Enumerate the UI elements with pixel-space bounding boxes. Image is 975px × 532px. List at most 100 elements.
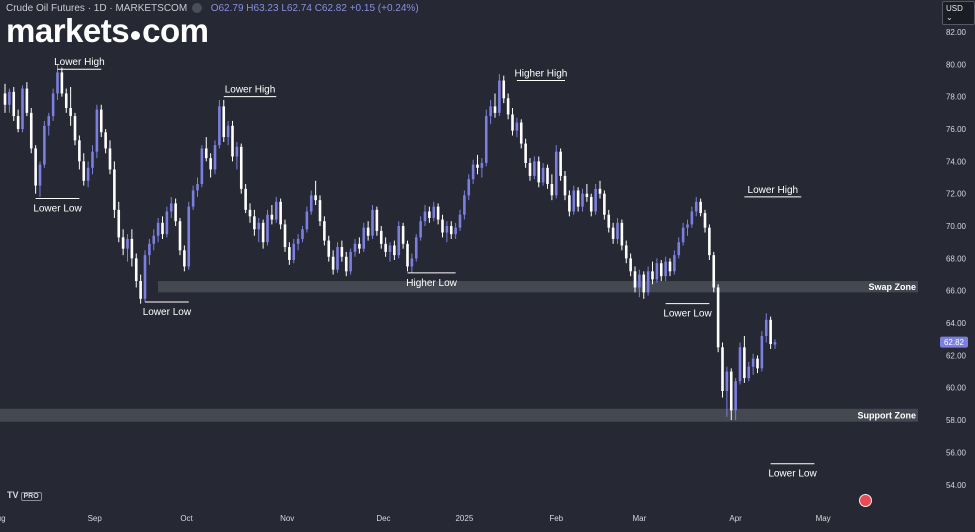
tradingview-logo-icon[interactable]: TV PRO — [7, 490, 42, 501]
zone-band — [158, 281, 918, 293]
y-tick-label: 76.00 — [946, 125, 967, 134]
candle-body — [353, 243, 357, 252]
candle — [296, 234, 300, 251]
candle-body — [178, 221, 182, 251]
annotation-label: Lower High — [225, 85, 276, 96]
candle — [699, 198, 702, 217]
candle-body — [108, 148, 112, 170]
candle-body — [16, 116, 20, 130]
candle-body — [721, 347, 724, 391]
candle — [384, 237, 387, 257]
candle — [616, 217, 619, 244]
candle — [161, 216, 164, 239]
candle — [572, 185, 576, 215]
candle-body — [82, 161, 86, 181]
candle-body — [484, 116, 488, 163]
candle — [432, 201, 436, 222]
candle — [169, 196, 173, 218]
x-axis[interactable]: Aug Sep Oct Nov Dec 2025 Feb Mar Apr May — [0, 514, 831, 523]
candle-body — [117, 209, 121, 238]
candle-body — [279, 201, 282, 225]
candle — [655, 258, 659, 283]
candle-body — [716, 287, 720, 348]
candle — [239, 143, 243, 194]
candle-body — [729, 371, 733, 411]
market-status-icon — [191, 3, 202, 13]
candle-body — [99, 109, 103, 133]
candle — [773, 339, 777, 349]
candle-body — [288, 247, 291, 260]
annotation-label: Lower High — [748, 185, 799, 196]
candle-body — [449, 226, 453, 235]
candle — [528, 158, 532, 181]
candle — [476, 154, 479, 175]
candle — [143, 250, 147, 303]
candle — [95, 104, 99, 159]
candle — [734, 378, 737, 421]
y-tick-label: 66.00 — [946, 287, 967, 296]
candle-body — [21, 88, 24, 130]
candle-body — [148, 243, 151, 256]
candle-body — [738, 347, 742, 382]
candle-body — [441, 219, 444, 233]
candle — [279, 198, 282, 230]
annotation-label: Higher Low — [406, 278, 457, 289]
last-price-label: 62.82 — [944, 338, 965, 347]
candle-body — [91, 151, 94, 168]
currency-button[interactable]: USD ⌄ — [942, 1, 975, 25]
candle — [226, 120, 230, 146]
candle — [708, 224, 711, 260]
candle — [69, 86, 72, 126]
candle — [677, 237, 681, 259]
candle-body — [454, 227, 457, 235]
annotation-label: Lower Low — [33, 204, 82, 215]
candle-body — [344, 256, 348, 272]
candle-body — [598, 188, 602, 194]
y-axis[interactable]: 82.00 80.00 78.00 76.00 74.00 72.00 70.00 68.00… — [940, 28, 968, 490]
us-flag-icon[interactable] — [859, 494, 872, 507]
candle — [231, 120, 234, 162]
candle — [16, 109, 20, 133]
candle — [353, 238, 357, 257]
x-tick-label: Apr — [729, 514, 742, 523]
candle — [266, 209, 269, 246]
candle — [519, 119, 523, 149]
candle — [624, 240, 628, 264]
candle — [747, 361, 751, 382]
candle — [253, 209, 256, 236]
candle-body — [458, 214, 462, 228]
candle-body — [305, 211, 309, 230]
candle-body — [642, 274, 646, 293]
candle — [331, 250, 335, 275]
candle — [288, 242, 291, 265]
candle — [738, 342, 742, 385]
y-tick-label: 68.00 — [946, 254, 967, 263]
candle-body — [126, 238, 129, 249]
candle — [126, 234, 129, 262]
candle-body — [47, 116, 51, 126]
candle-body — [261, 222, 265, 243]
x-tick-label: Oct — [180, 514, 193, 523]
candle-body — [139, 281, 142, 299]
candle-body — [323, 221, 326, 241]
candle-body — [498, 80, 501, 113]
candle — [493, 93, 497, 118]
candle-body — [476, 164, 479, 168]
candle — [541, 162, 545, 186]
candle — [454, 222, 457, 239]
symbol-title[interactable]: Crude Oil Futures · 1D · MARKETSCOM — [6, 3, 188, 14]
candle-body — [432, 206, 436, 218]
candle-body — [309, 195, 313, 212]
candle-body — [708, 227, 711, 256]
candle — [410, 253, 414, 273]
candle — [257, 217, 261, 243]
candle-body — [581, 193, 584, 207]
logo-dot — [131, 31, 141, 40]
candle — [121, 229, 125, 256]
candle-body — [664, 261, 667, 277]
y-tick-label: 64.00 — [946, 319, 967, 328]
candle-body — [397, 226, 401, 256]
candle-body — [690, 211, 694, 225]
